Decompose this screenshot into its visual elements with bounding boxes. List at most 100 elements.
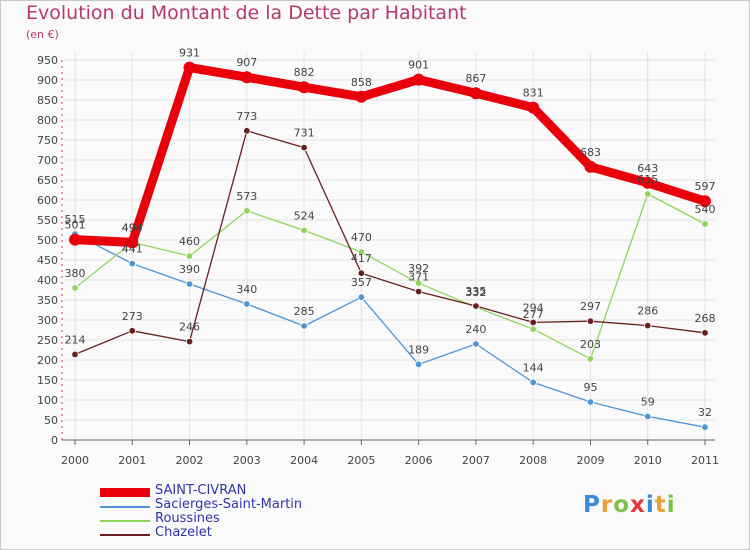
logo-letter: t (654, 492, 667, 518)
y-tick-label: 200 (37, 354, 58, 367)
data-label: 494 (122, 221, 143, 234)
y-tick-label: 250 (37, 334, 58, 347)
y-tick-label: 750 (37, 134, 58, 147)
y-tick-label: 0 (51, 434, 58, 447)
data-point (472, 302, 480, 310)
data-label: 371 (408, 271, 429, 284)
data-point (183, 61, 196, 74)
data-point (69, 233, 81, 246)
data-label: 773 (236, 110, 257, 123)
data-point (414, 360, 423, 369)
series-line-1 (74, 233, 706, 428)
logo-letter: r (600, 492, 614, 518)
data-point (469, 87, 482, 100)
data-label: 286 (637, 305, 658, 318)
data-point (71, 284, 79, 292)
legend-label: Chazelet (155, 525, 212, 540)
data-label: 901 (408, 59, 429, 72)
data-point (126, 236, 139, 249)
data-label: 380 (65, 267, 86, 280)
data-point (586, 398, 595, 406)
x-tick-label: 2007 (462, 454, 490, 467)
data-point (644, 190, 652, 198)
chart-unit: (en €) (26, 28, 59, 41)
data-point (128, 259, 136, 268)
x-tick-label: 2005 (347, 454, 375, 467)
legend-swatch (100, 488, 150, 497)
y-tick-label: 700 (37, 154, 58, 167)
data-point (357, 269, 366, 277)
chart-title: Evolution du Montant de la Dette par Hab… (26, 2, 467, 24)
logo-letter: i (666, 492, 676, 518)
data-label: 390 (179, 263, 200, 276)
x-tick-label: 2001 (118, 454, 146, 467)
data-point (243, 207, 251, 215)
legend-label: Sacierges-Saint-Martin (155, 497, 303, 512)
data-point (529, 378, 537, 387)
data-point (584, 160, 597, 173)
data-label: 858 (351, 76, 372, 89)
data-point (243, 300, 251, 308)
x-tick-label: 2006 (405, 454, 433, 467)
data-label: 470 (351, 231, 372, 244)
x-tick-label: 2010 (634, 454, 662, 467)
data-point (529, 325, 537, 333)
data-label: 214 (65, 333, 86, 346)
data-point (586, 317, 595, 325)
data-point (300, 226, 308, 235)
data-label: 203 (580, 338, 601, 351)
y-tick-label: 400 (37, 274, 58, 287)
x-tick-label: 2009 (576, 454, 604, 467)
data-label: 831 (523, 87, 544, 100)
x-tick-label: 2008 (519, 454, 547, 467)
data-point (300, 143, 308, 152)
data-label: 460 (179, 235, 200, 248)
data-label: 340 (236, 283, 257, 296)
data-point (527, 101, 540, 114)
data-point (414, 287, 423, 296)
y-tick-label: 100 (37, 394, 58, 407)
data-label: 240 (465, 323, 486, 336)
y-tick-label: 450 (37, 254, 58, 267)
data-point (586, 355, 595, 363)
x-tick-label: 2002 (176, 454, 204, 467)
data-point (472, 340, 480, 348)
data-label: 573 (236, 190, 257, 203)
data-point (128, 327, 136, 335)
data-label: 273 (122, 310, 143, 323)
proxiti-logo: Proxiti (583, 492, 676, 518)
data-label: 294 (523, 301, 544, 314)
data-point (185, 280, 194, 288)
data-label: 882 (294, 66, 315, 79)
data-label: 731 (294, 127, 315, 140)
data-point (701, 423, 709, 431)
x-tick-label: 2003 (233, 454, 261, 467)
legend-label: Roussines (155, 511, 220, 526)
x-tick-label: 2004 (290, 454, 318, 467)
legend-swatch (100, 534, 150, 536)
data-label: 643 (637, 162, 658, 175)
y-tick-label: 950 (37, 54, 58, 67)
data-point (71, 350, 79, 359)
y-tick-label: 50 (44, 414, 58, 427)
data-point (355, 90, 368, 103)
data-label: 540 (695, 203, 716, 216)
data-point (240, 71, 253, 84)
data-point (414, 279, 423, 287)
x-tick-label: 2000 (61, 454, 89, 467)
x-tick-label: 2011 (691, 454, 719, 467)
y-tick-label: 600 (37, 194, 58, 207)
data-label: 335 (465, 285, 486, 298)
data-label: 59 (641, 395, 655, 408)
y-tick-label: 150 (37, 374, 58, 387)
data-label: 144 (523, 361, 544, 374)
logo-letter: P (583, 492, 601, 518)
data-label: 332 (465, 286, 486, 299)
y-tick-label: 550 (37, 214, 58, 227)
y-tick-label: 350 (37, 294, 58, 307)
series-line-3 (74, 130, 706, 356)
data-label: 683 (580, 146, 601, 159)
data-label: 277 (523, 308, 544, 321)
data-point (701, 220, 709, 228)
data-point (412, 73, 425, 86)
